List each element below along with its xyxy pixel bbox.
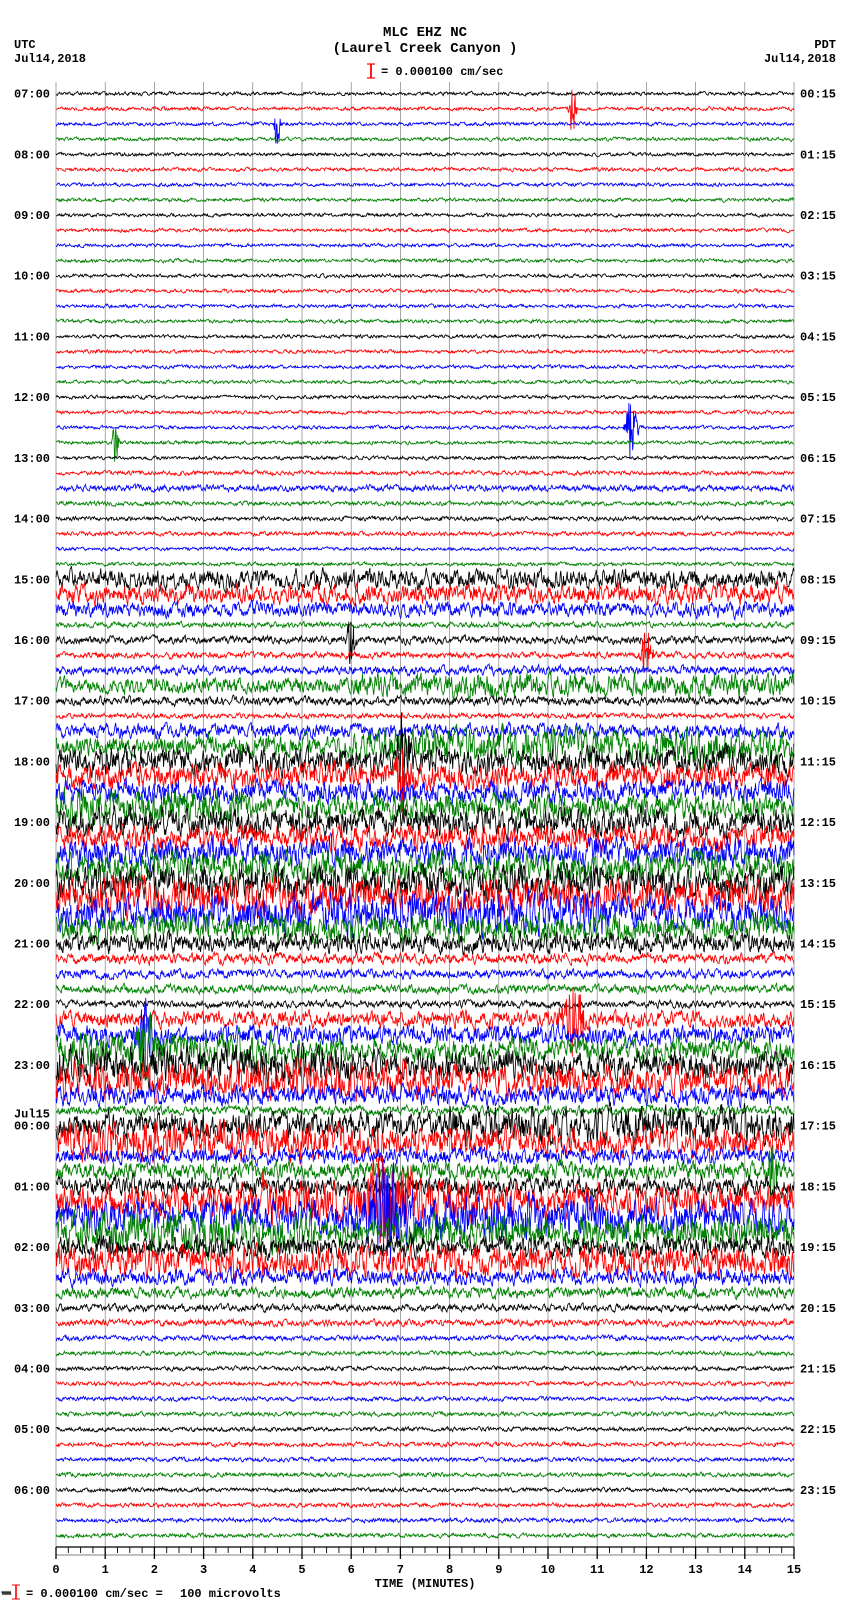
x-tick-label: 4 (249, 1563, 256, 1577)
left-time-label: 14:00 (14, 513, 50, 527)
x-tick-label: 1 (102, 1563, 109, 1577)
x-tick-label: 13 (688, 1563, 702, 1577)
right-time-label: 04:15 (800, 330, 836, 344)
x-tick-label: 0 (52, 1563, 59, 1577)
x-tick-label: 2 (151, 1563, 158, 1577)
right-time-label: 10:15 (800, 695, 836, 709)
right-time-label: 02:15 (800, 209, 836, 223)
x-tick-label: 3 (200, 1563, 207, 1577)
left-date: Jul14,2018 (14, 52, 86, 66)
left-time-label: 17:00 (14, 695, 50, 709)
left-time-label: 08:00 (14, 148, 50, 162)
left-time-label: 15:00 (14, 573, 50, 587)
right-time-label: 16:15 (800, 1059, 836, 1073)
right-time-label: 00:15 (800, 88, 836, 102)
x-tick-label: 10 (541, 1563, 555, 1577)
x-tick-label: 12 (639, 1563, 653, 1577)
right-time-label: 07:15 (800, 513, 836, 527)
left-time-label: 18:00 (14, 755, 50, 769)
left-time-label: 02:00 (14, 1241, 50, 1255)
left-time-label: 13:00 (14, 452, 50, 466)
x-tick-label: 7 (397, 1563, 404, 1577)
right-time-label: 21:15 (800, 1362, 836, 1376)
right-tz: PDT (814, 38, 836, 52)
right-time-label: 06:15 (800, 452, 836, 466)
left-time-label: 09:00 (14, 209, 50, 223)
left-time-label: 20:00 (14, 877, 50, 891)
right-time-label: 05:15 (800, 391, 836, 405)
right-time-label: 01:15 (800, 148, 836, 162)
left-time-label: 11:00 (14, 330, 50, 344)
right-time-label: 08:15 (800, 573, 836, 587)
right-time-label: 13:15 (800, 877, 836, 891)
x-tick-label: 9 (495, 1563, 502, 1577)
left-time-label: 07:00 (14, 88, 50, 102)
right-time-label: 03:15 (800, 270, 836, 284)
left-time-label: 01:00 (14, 1180, 50, 1194)
right-time-label: 11:15 (800, 755, 836, 769)
right-time-label: 23:15 (800, 1484, 836, 1498)
x-tick-label: 15 (787, 1563, 801, 1577)
x-tick-label: 5 (298, 1563, 305, 1577)
left-time-label: 04:00 (14, 1362, 50, 1376)
seismogram-container: MLC EHZ NC(Laurel Creek Canyon ) = 0.0001… (0, 0, 850, 1613)
x-tick-label: 6 (348, 1563, 355, 1577)
left-time-label: 21:00 (14, 938, 50, 952)
footer-scale-text: = 0.000100 cm/sec = (26, 1587, 163, 1601)
right-time-label: 12:15 (800, 816, 836, 830)
left-time-label: 16:00 (14, 634, 50, 648)
right-date: Jul14,2018 (764, 52, 836, 66)
x-tick-label: 11 (590, 1563, 604, 1577)
right-time-label: 19:15 (800, 1241, 836, 1255)
footer-units-text: 100 microvolts (180, 1587, 281, 1601)
seismogram-svg: MLC EHZ NC(Laurel Creek Canyon ) = 0.0001… (0, 0, 850, 1613)
second-date-label: Jul15 (14, 1108, 50, 1122)
left-time-label: 00:00 (14, 1120, 50, 1134)
right-time-label: 14:15 (800, 938, 836, 952)
left-time-label: 10:00 (14, 270, 50, 284)
scale-label: = 0.000100 cm/sec (381, 65, 503, 79)
left-time-label: 03:00 (14, 1302, 50, 1316)
left-time-label: 05:00 (14, 1423, 50, 1437)
right-time-label: 20:15 (800, 1302, 836, 1316)
x-tick-label: 8 (446, 1563, 453, 1577)
right-time-label: 17:15 (800, 1120, 836, 1134)
left-time-label: 06:00 (14, 1484, 50, 1498)
left-time-label: 22:00 (14, 998, 50, 1012)
title-line2: (Laurel Creek Canyon ) (333, 41, 518, 57)
x-tick-label: 14 (738, 1563, 752, 1577)
right-time-label: 15:15 (800, 998, 836, 1012)
right-time-label: 18:15 (800, 1180, 836, 1194)
right-time-label: 22:15 (800, 1423, 836, 1437)
title-line1: MLC EHZ NC (383, 25, 468, 41)
left-time-label: 12:00 (14, 391, 50, 405)
left-time-label: 23:00 (14, 1059, 50, 1073)
x-axis-label: TIME (MINUTES) (375, 1577, 476, 1591)
left-tz: UTC (14, 38, 36, 52)
right-time-label: 09:15 (800, 634, 836, 648)
left-time-label: 19:00 (14, 816, 50, 830)
